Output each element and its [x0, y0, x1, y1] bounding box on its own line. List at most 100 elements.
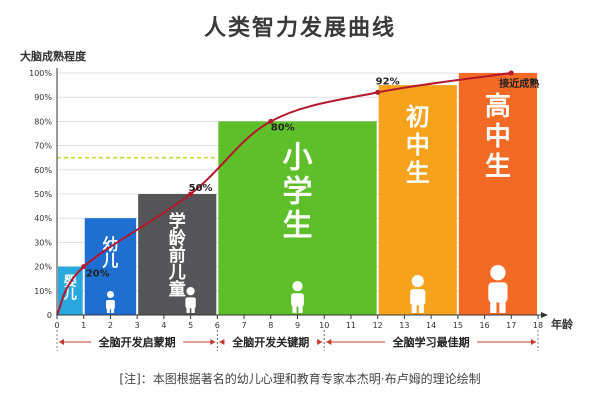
period-arrow-right [531, 339, 536, 345]
person-leg [418, 300, 424, 313]
stage-label-char: 儿 [168, 263, 186, 283]
stage-label-char: 学 [169, 211, 186, 232]
period-arrow-right [317, 339, 323, 345]
person-body [488, 282, 508, 303]
y-tick-label: 100% [29, 69, 52, 78]
curve-point [81, 264, 87, 270]
period-label-bg [224, 334, 317, 350]
stage-label-char: 龄 [169, 228, 187, 249]
stage-label-char: 儿 [63, 288, 77, 303]
x-tick-label: 15 [453, 321, 463, 330]
period-label: 全脑开发关键期 [231, 335, 309, 349]
stage-label-char: 生 [485, 152, 511, 182]
person-leg [499, 297, 506, 313]
y-tick-label: 60% [34, 166, 52, 175]
bar-1 [84, 218, 137, 315]
stage-label-char: 中 [485, 122, 511, 152]
x-tick-label: 5 [188, 321, 193, 330]
stage-label-char: 童 [169, 279, 186, 300]
x-axis-label: 年龄 [551, 317, 574, 331]
person-leg [490, 297, 497, 313]
person-head [411, 275, 424, 288]
curve-point [188, 191, 194, 197]
chart-title: 人类智力发展曲线 [203, 16, 396, 41]
y-tick-label: 70% [34, 142, 52, 151]
stage-label-char: 生 [406, 159, 430, 187]
x-tick-label: 1 [81, 321, 86, 330]
x-tick-label: 2 [108, 321, 113, 330]
stage-label-3: 小学生 [283, 140, 313, 243]
person-leg [111, 305, 114, 313]
x-tick-label: 9 [295, 321, 300, 330]
person-head [186, 287, 195, 296]
y-axis-label: 大脑成熟程度 [20, 49, 87, 63]
pupil-icon [291, 281, 304, 313]
stage-label-1: 幼儿 [101, 235, 118, 270]
stage-label-4: 初中生 [406, 103, 430, 187]
bar-2 [138, 194, 217, 315]
x-tick-label: 12 [373, 321, 383, 330]
y-tick-label: 90% [34, 93, 52, 102]
stage-label-char: 中 [406, 131, 430, 159]
y-tick-label: 10% [34, 287, 52, 296]
person-leg [186, 304, 190, 313]
x-tick-label: 13 [399, 321, 409, 330]
person-leg [411, 300, 417, 313]
stage-label-5: 高中生 [485, 91, 511, 182]
y-tick-label: 0 [47, 311, 52, 320]
period-label-bg [91, 334, 184, 350]
x-tick-label: 11 [346, 321, 356, 330]
annotation-label: 接近成熟 [499, 77, 539, 90]
period-1: 全脑开发关键期 [216, 330, 325, 351]
x-tick-label: 16 [479, 321, 489, 330]
period-label-bg [385, 334, 478, 350]
x-axis-arrow [541, 312, 548, 318]
toddler-icon [106, 291, 115, 313]
teen-icon [410, 275, 426, 313]
person-leg [292, 302, 297, 313]
stage-label-char: 儿 [101, 251, 118, 270]
x-tick-label: 10 [319, 321, 329, 330]
youth-icon [488, 265, 508, 313]
annotation-label: 50% [189, 183, 213, 194]
person-head [490, 265, 506, 281]
annotation-label: 80% [271, 122, 295, 133]
person-leg [191, 304, 195, 313]
stage-label-char: 初 [406, 103, 430, 131]
person-leg [106, 305, 110, 313]
stage-label-char: 生 [283, 208, 313, 243]
x-tick-label: 8 [268, 321, 273, 330]
curve-point [508, 70, 514, 76]
x-tick-label: 4 [161, 321, 166, 330]
period-label: 全脑开发启蒙期 [98, 335, 176, 349]
period-arrow-left [219, 339, 225, 345]
y-tick-label: 20% [34, 263, 52, 272]
x-tick-label: 14 [426, 321, 436, 330]
annotation-label: 92% [376, 76, 400, 87]
x-tick-label: 7 [242, 321, 247, 330]
x-tick-label: 0 [54, 321, 59, 330]
bar-0 [58, 266, 83, 315]
x-tick-label: 18 [533, 321, 543, 330]
period-arrow-left [59, 339, 64, 345]
y-tick-label: 50% [34, 190, 52, 199]
annotation-label: 20% [86, 269, 110, 280]
stage-label-char: 高 [485, 91, 511, 122]
y-tick-label: 30% [34, 238, 52, 247]
chart-footnote: [注]：本图根据著名的幼儿心理和教育专家本杰明·布卢姆的理论绘制 [119, 372, 481, 386]
person-head [106, 291, 114, 299]
period-label: 全脑学习最佳期 [392, 335, 470, 349]
x-tick-label: 3 [135, 321, 140, 330]
period-arrow-left [326, 339, 332, 345]
period-2: 全脑学习最佳期 [323, 330, 539, 351]
x-tick-label: 6 [215, 321, 220, 330]
y-tick-label: 80% [34, 117, 52, 126]
stage-label-char: 前 [169, 245, 186, 266]
person-leg [298, 302, 303, 313]
x-tick-label: 17 [506, 321, 516, 330]
person-head [292, 281, 303, 292]
period-arrow-right [210, 339, 216, 345]
